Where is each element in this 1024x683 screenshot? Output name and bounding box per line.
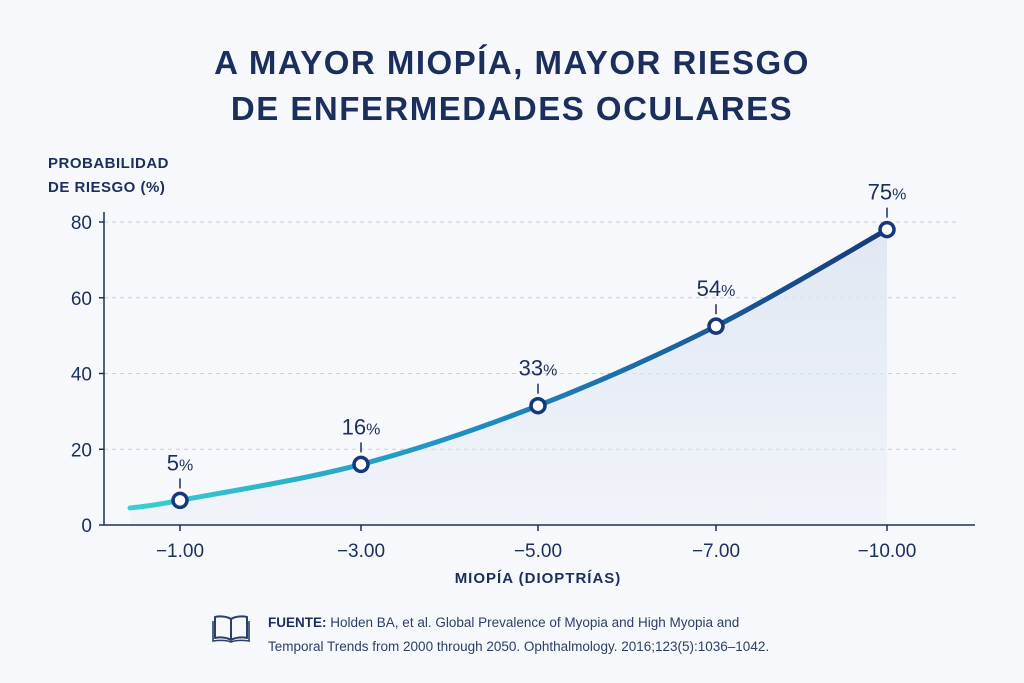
data-label: 5% bbox=[167, 450, 193, 475]
y-tick-label: 20 bbox=[71, 440, 92, 461]
y-axis-title-line-1: PROBABILIDAD bbox=[48, 155, 169, 172]
y-tick-label: 40 bbox=[71, 365, 92, 386]
source-label: FUENTE: bbox=[268, 615, 327, 630]
y-tick-label: 80 bbox=[71, 213, 92, 234]
x-tick-label: −5.00 bbox=[514, 541, 562, 562]
source-text: FUENTE: Holden BA, et al. Global Prevale… bbox=[268, 611, 769, 659]
data-point bbox=[171, 491, 189, 510]
y-tick-label: 60 bbox=[71, 289, 92, 310]
x-tick-label: −1.00 bbox=[156, 541, 204, 562]
title-line-1: A MAYOR MIOPÍA, MAYOR RIESGO bbox=[214, 44, 810, 81]
y-axis-title: PROBABILIDAD DE RIESGO (%) bbox=[48, 152, 169, 200]
y-axis-title-line-2: DE RIESGO (%) bbox=[48, 179, 166, 196]
title-line-2: DE ENFERMEDADES OCULARES bbox=[230, 90, 794, 127]
area-fill bbox=[130, 229, 887, 525]
data-label: 33% bbox=[519, 356, 558, 381]
source-line-2: Temporal Trends from 2000 through 2050. … bbox=[268, 639, 770, 654]
data-label: 16% bbox=[342, 414, 381, 439]
chart-title: A MAYOR MIOPÍA, MAYOR RIESGO DE ENFERMED… bbox=[0, 40, 1024, 132]
data-point bbox=[878, 220, 896, 239]
x-tick-label: −7.00 bbox=[692, 541, 740, 562]
data-point bbox=[352, 455, 370, 474]
x-tick-label: −10.00 bbox=[858, 541, 917, 562]
data-label: 54% bbox=[697, 276, 736, 301]
book-icon bbox=[212, 615, 250, 643]
source-line-1: Holden BA, et al. Global Prevalence of M… bbox=[330, 615, 740, 630]
source-note: FUENTE: Holden BA, et al. Global Prevale… bbox=[212, 611, 769, 659]
data-point bbox=[529, 396, 547, 415]
series-line bbox=[127, 227, 890, 511]
x-axis-title: MIOPÍA (DIOPTRÍAS) bbox=[455, 570, 622, 587]
y-tick-label: 0 bbox=[81, 516, 92, 537]
data-label: 75% bbox=[868, 180, 907, 205]
x-tick-label: −3.00 bbox=[337, 541, 385, 562]
data-point bbox=[707, 317, 725, 335]
